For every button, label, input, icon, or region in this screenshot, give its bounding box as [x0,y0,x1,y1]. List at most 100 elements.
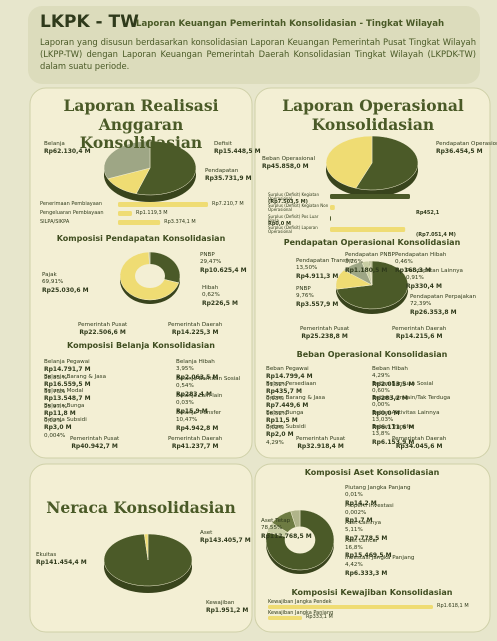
section-title: Komposisi Aset Konsolidasian [304,468,440,477]
label-block: Kewajiban Rp1.951,2 M [206,600,248,616]
label-block: Pendapatan Perpajakan 72,39% Rp26.353,8 M [410,294,476,317]
bar [268,605,433,609]
label-block: Beban Aktivitas Lainnya 13,03% Rp6.111,6 M [372,410,440,433]
value: Rp143.405,7 M [200,537,251,545]
value: Rp1.951,2 M [206,607,249,615]
value: Rp62.130,4 M [44,148,91,156]
label-block: Ekuitas Rp141.454,4 M [36,552,87,568]
percent: 4,29% [372,373,390,380]
label: Aset Lainnya [345,520,382,526]
value: Rp32.918,4 M [297,443,344,451]
label-block: Beban Subsidi Rp2,0 M 4,29% [266,424,306,447]
percent: 3,95% [176,366,194,373]
percent: 0,03% [176,400,194,407]
percent: 16,52% [266,410,288,417]
percent: 72,39% [410,301,432,308]
value: Rp2,0 M [266,431,294,439]
value: Rp34.045,6 M [395,443,443,451]
label-block: Belanja Subsidi Rp3,0 M 0,004% [44,417,87,440]
label: Pemerintah Daerah [168,436,223,442]
section-title: Pendapatan Operasional Konsolidasian [283,238,461,247]
label: Pemerintah Daerah [392,326,447,332]
label-block: Pendapatan PNBP 3,26% Rp1.180,5 M [345,252,395,275]
value: Rp1.618,1 M [437,603,469,609]
percent: 0,00% [372,402,390,409]
label: Belanja Hibah [176,359,215,365]
label-block: Belanja Modal Rp13.548,7 M 25,97 % [44,388,91,411]
percent: 3,26% [345,259,363,266]
value: Rp35.731,9 M [205,175,252,183]
value: Rp283,4 M [176,390,212,398]
value: Rp11,8 M [44,409,76,417]
label: Pendapatan PNBP [345,252,395,258]
label: Aset Tetap [261,518,291,524]
percent: 0,54% [176,383,194,390]
value: Rp6.111,6 M [372,424,415,432]
value: Rp14.225,3 M [171,329,219,337]
label: Beban Hibah [372,366,408,372]
label-block: Pemerintah Pusat Rp32.918,4 M [296,436,345,452]
label: SILPA/SIKPA [40,219,70,225]
label: Pendapatan Operasional [436,141,497,147]
label-block: Beban Transfer 13,8% Rp6.153,9 M [372,424,414,447]
label: Pendapatan Lainnya [406,268,463,274]
header-box [28,6,480,84]
label-block: Pendapatan OperasionalRp36.454,5 M [436,141,497,157]
percent: 4,42% [345,562,363,569]
lo-pie-slice [355,135,419,191]
label: Pendapatan [205,168,239,174]
label: Beban Bunga [266,409,304,416]
label: Pajak [42,272,57,278]
label: Beban Lain-lain/Tak Terduga [372,395,451,401]
value: Rp333,1 M [305,614,333,620]
value: Rp112.768,5 M [261,532,312,540]
lra-donut-hole [135,264,165,288]
value: Rp10.625,4 M [200,266,247,274]
label-block: Pajak 69,91% Rp25.030,6 M [42,272,89,295]
percent: 0,46% [395,259,413,266]
percent: 69,91% [42,279,64,286]
label: Beban Persediaan [266,380,317,387]
bar [330,205,335,210]
percent: 25,97 % [44,403,68,410]
label: Pemerintah Daerah [168,322,223,328]
label-block: Aset Rp143.405,7 M [200,530,251,546]
section-title: Komposisi Pendapatan Konsolidasian [56,234,226,243]
value: Rp22.506,6 M [79,329,126,337]
value: Rp14.799,4 M [266,373,313,381]
label: Belanja Barang & Jasa [44,373,106,380]
percent: 4,29% [266,439,284,446]
label-block: Pendapatan Rp35.731,9 M [205,168,252,184]
label: Defisit [214,141,232,147]
label: Aset [200,530,213,536]
value: Rp2.013,5 M [372,380,415,388]
label-block: Beban Barang & Jasa Rp7.449,6 M 16,52% [266,395,325,418]
value: Rp226,5 M [202,299,238,307]
label-block: Belanja Bantuan Sosial 0,54% Rp283,4 M [176,376,240,399]
label: Beban Bantuan Sosial [372,380,434,387]
value: Rp11,5 M [266,416,298,424]
label-block: Pemerintah Pusat Rp22.506,6 M [78,322,127,338]
value: Rp4.911,3 M [296,272,339,280]
percent: 28,35 % [44,374,68,381]
value: Rp1,7 M [345,517,373,525]
label: Penerimaan Pembiayaan [40,201,103,207]
label: Belanja Bunga [44,402,85,409]
value: Rp452,1 [416,210,440,216]
label-block: Beban Pegawai Rp14.799,4 M 31,52% [266,366,313,389]
label: Pendapatan Hibah [395,252,447,258]
label: Belanja Modal [44,388,84,394]
value: Rp2.063,5 M [176,373,219,381]
label-block: Belanja Rp62.130,4 M [44,141,91,157]
label: Surplus (Defisit) Kegiatan Operasional [268,192,320,202]
label-block: Pemerintah Daerah Rp34.045,6 M [392,436,446,452]
value: Rp0,0 M [268,221,292,227]
label-block: Belanja Pegawai Rp14.791,7 M 28,35 % [44,359,91,382]
value: Rp16.559,5 M [44,380,91,388]
value: Rp3,0 M [44,424,72,432]
label: Surplus (Defisit) Laporan Operasional [268,225,318,235]
percent: 9,76% [296,293,314,300]
